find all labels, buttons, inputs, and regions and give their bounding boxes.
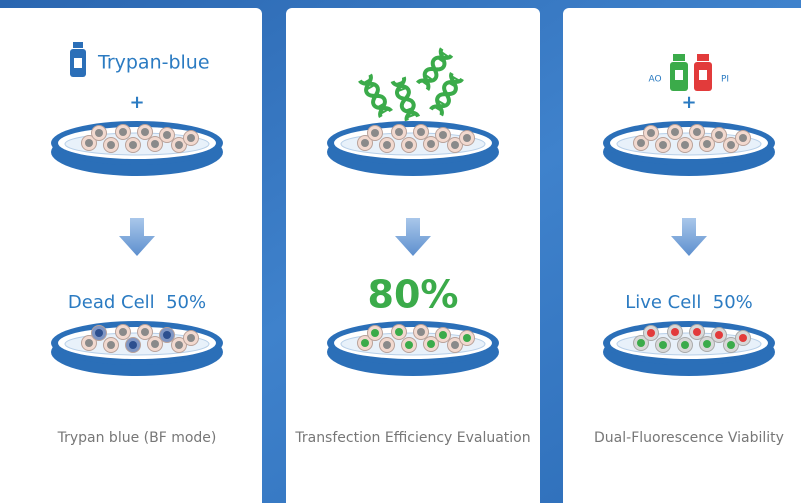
cell-nucleus bbox=[119, 328, 127, 336]
result-label: Dead Cell 50% bbox=[68, 292, 206, 313]
cell-nucleus bbox=[727, 341, 735, 349]
cell-nucleus bbox=[715, 331, 723, 339]
cell-nucleus bbox=[451, 341, 459, 349]
cell-nucleus bbox=[129, 141, 137, 149]
page: Trypan-blue + Dead Cell 50% Trypan blue … bbox=[0, 0, 801, 503]
cell-nucleus bbox=[361, 139, 369, 147]
cell-nucleus bbox=[671, 328, 679, 336]
cell-nucleus bbox=[659, 141, 667, 149]
cell-nucleus bbox=[395, 128, 403, 136]
reagent-label: PI bbox=[721, 75, 729, 85]
reagent-label: Trypan-blue bbox=[97, 52, 210, 74]
cell-nucleus bbox=[163, 331, 171, 339]
cell-nucleus bbox=[129, 341, 137, 349]
cell-nucleus bbox=[107, 341, 115, 349]
petri-dish bbox=[327, 321, 499, 376]
cell-nucleus bbox=[85, 339, 93, 347]
cell-nucleus bbox=[727, 141, 735, 149]
cell-nucleus bbox=[739, 334, 747, 342]
cell-nucleus bbox=[187, 134, 195, 142]
plus-sign: + bbox=[129, 92, 144, 113]
cell-nucleus bbox=[405, 141, 413, 149]
cell-nucleus bbox=[739, 134, 747, 142]
cell-nucleus bbox=[637, 339, 645, 347]
cell-nucleus bbox=[417, 128, 425, 136]
cell-nucleus bbox=[383, 341, 391, 349]
cell-nucleus bbox=[175, 341, 183, 349]
cell-nucleus bbox=[405, 341, 413, 349]
reagent-label: AO bbox=[648, 75, 661, 85]
cell-nucleus bbox=[637, 139, 645, 147]
cell-nucleus bbox=[95, 129, 103, 137]
cell-nucleus bbox=[163, 131, 171, 139]
petri-dish bbox=[603, 121, 775, 176]
cell-nucleus bbox=[647, 129, 655, 137]
card bbox=[0, 8, 262, 503]
cell-nucleus bbox=[107, 141, 115, 149]
infographic: Trypan-blue + Dead Cell 50% Trypan blue … bbox=[0, 0, 801, 503]
cell-nucleus bbox=[463, 134, 471, 142]
cell-nucleus bbox=[451, 141, 459, 149]
caption: Transfection Efficiency Evaluation bbox=[294, 430, 530, 446]
caption: Trypan blue (BF mode) bbox=[57, 430, 217, 446]
cell-nucleus bbox=[647, 329, 655, 337]
petri-dish bbox=[51, 121, 223, 176]
cell-nucleus bbox=[141, 328, 149, 336]
cell-nucleus bbox=[427, 140, 435, 148]
cell-nucleus bbox=[95, 329, 103, 337]
cell-nucleus bbox=[361, 339, 369, 347]
cell-nucleus bbox=[175, 141, 183, 149]
cell-nucleus bbox=[703, 140, 711, 148]
cell-nucleus bbox=[151, 140, 159, 148]
cell-nucleus bbox=[371, 129, 379, 137]
plus-sign: + bbox=[681, 92, 696, 113]
cell-nucleus bbox=[427, 340, 435, 348]
cell-nucleus bbox=[693, 128, 701, 136]
cell-nucleus bbox=[187, 334, 195, 342]
cell-nucleus bbox=[681, 141, 689, 149]
cell-nucleus bbox=[141, 128, 149, 136]
cell-nucleus bbox=[395, 328, 403, 336]
cell-nucleus bbox=[439, 131, 447, 139]
result-label: Live Cell 50% bbox=[625, 292, 753, 313]
caption: Dual-Fluorescence Viability bbox=[594, 430, 784, 446]
cell-nucleus bbox=[439, 331, 447, 339]
cell-nucleus bbox=[463, 334, 471, 342]
result-label: 80% bbox=[368, 273, 459, 317]
petri-dish bbox=[327, 121, 499, 176]
cell-nucleus bbox=[119, 128, 127, 136]
cell-nucleus bbox=[693, 328, 701, 336]
cell-nucleus bbox=[85, 139, 93, 147]
cell-nucleus bbox=[715, 131, 723, 139]
cell-nucleus bbox=[383, 141, 391, 149]
cell-nucleus bbox=[681, 341, 689, 349]
cell-nucleus bbox=[371, 329, 379, 337]
cell-nucleus bbox=[659, 341, 667, 349]
cell-nucleus bbox=[417, 328, 425, 336]
petri-dish bbox=[603, 321, 775, 376]
cell-nucleus bbox=[703, 340, 711, 348]
cell-nucleus bbox=[151, 340, 159, 348]
petri-dish bbox=[51, 321, 223, 376]
cell-nucleus bbox=[671, 128, 679, 136]
